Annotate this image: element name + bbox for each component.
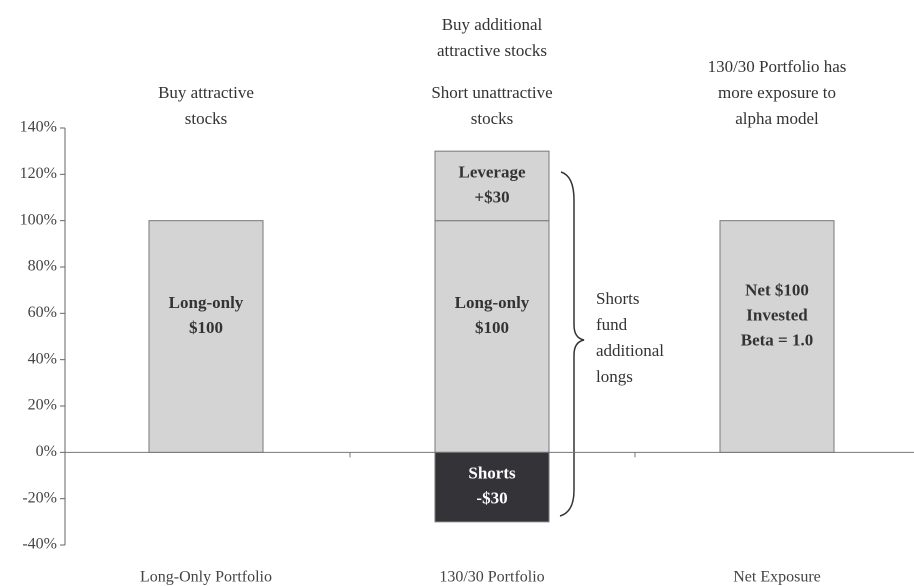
bar-segment bbox=[434, 150, 550, 222]
bar-segment bbox=[148, 220, 264, 453]
y-tick-label: 20% bbox=[28, 397, 57, 414]
brace-note: fund bbox=[596, 315, 628, 334]
brace-note: Shorts bbox=[596, 289, 639, 308]
annotation: Buy attractive bbox=[158, 83, 254, 102]
segment-label: -$30 bbox=[476, 488, 507, 507]
bar-segment bbox=[434, 451, 550, 523]
y-tick-label: 140% bbox=[20, 119, 57, 136]
y-tick-label: 0% bbox=[36, 443, 57, 460]
brace-note: additional bbox=[596, 341, 664, 360]
annotation: stocks bbox=[471, 109, 514, 128]
y-tick-label: 60% bbox=[28, 304, 57, 321]
annotation: alpha model bbox=[735, 109, 819, 128]
annotation: attractive stocks bbox=[437, 41, 547, 60]
segment-label: Long-only bbox=[455, 293, 530, 312]
y-tick-label: 80% bbox=[28, 258, 57, 275]
brace bbox=[559, 171, 585, 517]
segment-label: +$30 bbox=[474, 187, 509, 206]
annotation: stocks bbox=[185, 109, 228, 128]
annotation: Short unattractive bbox=[431, 83, 552, 102]
y-tick-label: -20% bbox=[22, 489, 57, 506]
y-tick-label: 40% bbox=[28, 350, 57, 367]
annotation: more exposure to bbox=[718, 83, 836, 102]
segment-label: Shorts bbox=[468, 463, 516, 482]
segment-label: Long-only bbox=[169, 293, 244, 312]
x-tick-label: Net Exposure bbox=[733, 569, 821, 586]
bar-segment bbox=[434, 220, 550, 453]
x-tick-label: Long-Only Portfolio bbox=[140, 569, 272, 586]
segment-label: Leverage bbox=[458, 162, 525, 181]
segment-label: $100 bbox=[475, 318, 509, 337]
y-tick-label: 100% bbox=[20, 211, 57, 228]
annotation: 130/30 Portfolio has bbox=[708, 57, 847, 76]
segment-label: Invested bbox=[746, 305, 808, 324]
x-tick-label: 130/30 Portfolio bbox=[439, 569, 544, 586]
brace-note: longs bbox=[596, 367, 633, 386]
bar-segment bbox=[719, 220, 835, 453]
y-tick-label: -40% bbox=[22, 536, 57, 553]
segment-label: Net $100 bbox=[745, 280, 809, 299]
annotation: Buy additional bbox=[442, 15, 543, 34]
y-tick-label: 120% bbox=[20, 165, 57, 182]
segment-label: $100 bbox=[189, 318, 223, 337]
segment-label: Beta = 1.0 bbox=[741, 330, 813, 349]
